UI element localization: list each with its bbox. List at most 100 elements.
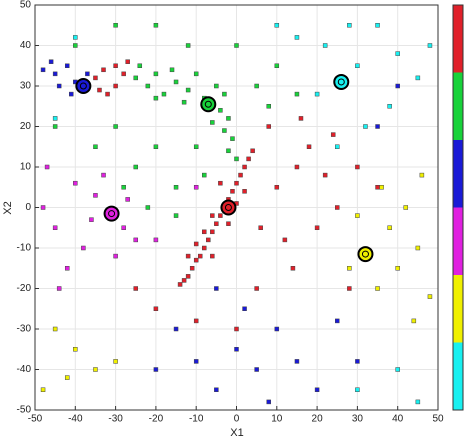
- point: [274, 185, 280, 190]
- point: [56, 286, 62, 291]
- x-tick-label: -50: [28, 414, 43, 425]
- point: [93, 367, 98, 372]
- point: [133, 286, 138, 291]
- point: [193, 359, 199, 364]
- point: [234, 156, 239, 162]
- point: [121, 225, 126, 230]
- point: [266, 399, 271, 405]
- point: [242, 306, 247, 311]
- point: [193, 71, 199, 77]
- point: [222, 91, 227, 97]
- point: [113, 83, 118, 89]
- point: [294, 359, 300, 364]
- cluster-center-inner: [337, 78, 345, 86]
- y-tick-label: -20: [17, 283, 32, 294]
- point: [185, 43, 191, 48]
- point: [218, 108, 223, 113]
- point: [395, 83, 400, 89]
- point: [52, 225, 58, 230]
- cluster-center: [220, 199, 237, 216]
- y-tick-label: 10: [20, 162, 32, 173]
- point: [387, 104, 392, 109]
- point: [218, 180, 223, 186]
- point: [290, 266, 296, 271]
- point: [185, 274, 191, 279]
- point: [254, 83, 259, 89]
- colorbar-segment: [453, 207, 463, 275]
- point: [85, 71, 90, 77]
- y-tick-label: -10: [17, 243, 32, 254]
- point: [193, 241, 199, 247]
- point: [330, 132, 336, 137]
- point: [202, 172, 207, 178]
- y-tick-label: -40: [17, 364, 32, 375]
- point: [335, 144, 340, 149]
- point: [64, 63, 70, 68]
- point: [234, 347, 239, 352]
- colorbar-segment: [453, 140, 463, 208]
- point: [254, 286, 259, 291]
- point: [387, 225, 392, 230]
- cluster-center-inner: [79, 82, 87, 90]
- point: [121, 185, 126, 190]
- point: [226, 221, 231, 226]
- point: [40, 205, 46, 210]
- x-tick-label: 0: [234, 414, 240, 425]
- point: [153, 306, 159, 311]
- cluster-center-inner: [224, 204, 232, 211]
- plot-border: [34, 4, 439, 411]
- point: [294, 91, 300, 97]
- point: [427, 294, 433, 299]
- point: [375, 124, 380, 129]
- x-tick-label: -10: [189, 414, 204, 425]
- point: [181, 278, 187, 283]
- point: [125, 197, 130, 202]
- point: [322, 172, 328, 178]
- point: [411, 318, 417, 324]
- x-tick-label: 10: [271, 414, 283, 425]
- point: [145, 83, 151, 89]
- point: [234, 180, 239, 186]
- point: [185, 87, 191, 93]
- point: [173, 326, 179, 332]
- x-tick-label: -20: [149, 414, 164, 425]
- point: [266, 104, 271, 109]
- point: [214, 221, 219, 226]
- point: [298, 116, 304, 121]
- point: [274, 63, 280, 68]
- point: [56, 83, 62, 89]
- x-tick-label: 40: [392, 414, 404, 425]
- colorbar-segment: [453, 342, 463, 410]
- point: [375, 23, 380, 28]
- x-tick-label: 20: [312, 414, 324, 425]
- point: [375, 286, 380, 291]
- x-tick-label: 50: [432, 414, 444, 425]
- point: [189, 266, 195, 271]
- point: [218, 213, 223, 218]
- point: [210, 253, 215, 259]
- point: [145, 205, 151, 210]
- cluster-center: [75, 78, 92, 94]
- point: [185, 253, 191, 259]
- point: [113, 124, 118, 129]
- point: [40, 67, 46, 73]
- point: [254, 367, 259, 372]
- cluster-center: [200, 96, 217, 113]
- point: [73, 180, 78, 186]
- point: [226, 148, 231, 154]
- y-axis-label: X2: [2, 201, 14, 214]
- y-tick-label: 20: [20, 121, 32, 132]
- point: [415, 399, 421, 405]
- point: [355, 63, 360, 68]
- point: [419, 172, 425, 178]
- point: [214, 83, 219, 89]
- point: [222, 128, 227, 133]
- point: [214, 286, 219, 291]
- point: [105, 91, 110, 97]
- point: [314, 91, 320, 97]
- point: [133, 164, 138, 170]
- point: [93, 193, 98, 198]
- point: [415, 245, 421, 251]
- point: [202, 245, 207, 251]
- colorbar-segment: [453, 275, 463, 343]
